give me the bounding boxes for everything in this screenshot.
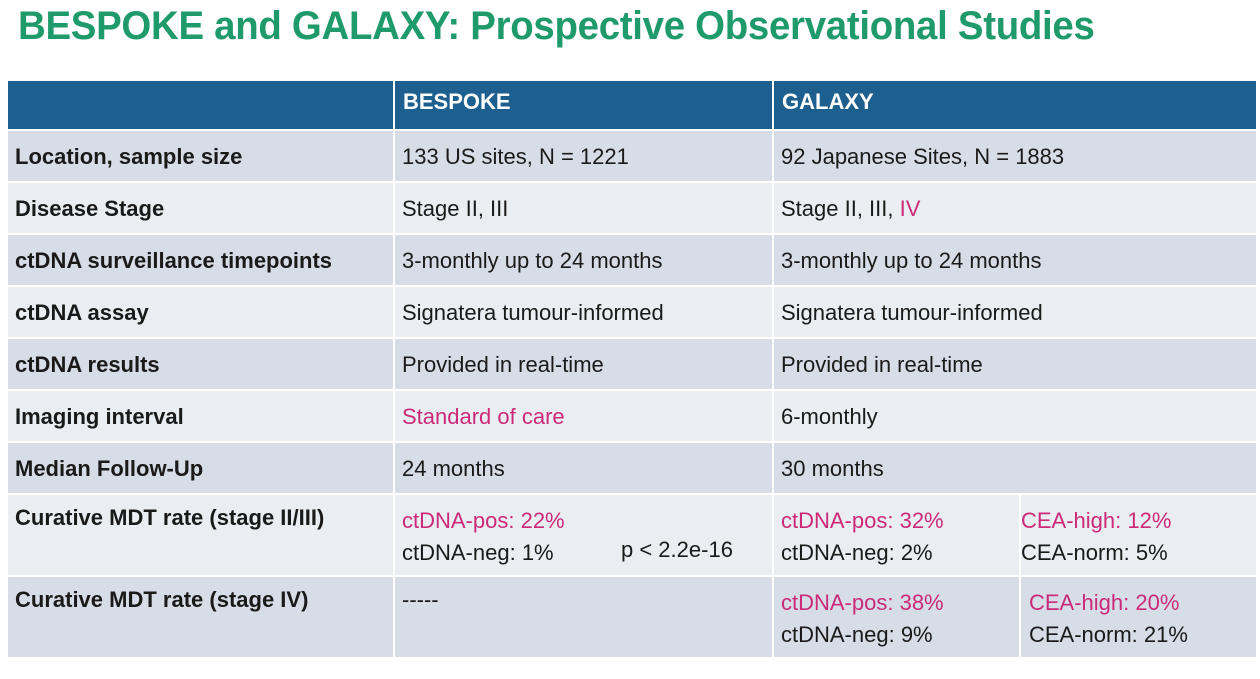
- table-row: Curative MDT rate (stage II/III) ctDNA-p…: [6, 493, 1258, 577]
- bespoke-mdt-values: ctDNA-pos: 22% ctDNA-neg: 1%: [395, 495, 772, 569]
- bespoke-value: Standard of care: [402, 404, 565, 429]
- table-row: ctDNA assay Signatera tumour-informed Si…: [6, 285, 1258, 339]
- galaxy-cea-values: CEA-high: 20% CEA-norm: 21%: [1021, 577, 1256, 651]
- bespoke-value: Signatera tumour-informed: [402, 300, 664, 325]
- slide-title: BESPOKE and GALAXY: Prospective Observat…: [18, 4, 1095, 48]
- galaxy-cea-high: CEA-high: 12%: [1021, 508, 1172, 533]
- table-row: Curative MDT rate (stage IV) ----- ctDNA…: [6, 575, 1258, 659]
- bespoke-ctdna-neg: ctDNA-neg: 1%: [402, 540, 554, 565]
- galaxy-value: 6-monthly: [781, 404, 878, 429]
- row-label: Median Follow-Up: [15, 456, 204, 481]
- bespoke-value: 24 months: [402, 456, 505, 481]
- bespoke-value: 3-monthly up to 24 months: [402, 248, 663, 273]
- galaxy-ctdna-pos: ctDNA-pos: 32%: [781, 508, 944, 533]
- galaxy-value: Provided in real-time: [781, 352, 983, 377]
- header-galaxy: GALAXY: [772, 79, 1258, 131]
- bespoke-value: Stage II, III: [402, 196, 509, 221]
- row-label: Curative MDT rate (stage II/III): [15, 505, 325, 530]
- table-row: Disease Stage Stage II, III Stage II, II…: [6, 181, 1258, 235]
- galaxy-value: 3-monthly up to 24 months: [781, 248, 1042, 273]
- galaxy-value: Signatera tumour-informed: [781, 300, 1043, 325]
- row-label: Imaging interval: [15, 404, 184, 429]
- galaxy-value: 30 months: [781, 456, 884, 481]
- row-label: Disease Stage: [15, 196, 165, 221]
- bespoke-ctdna-pos: ctDNA-pos: 22%: [402, 508, 565, 533]
- table-header-row: BESPOKE GALAXY: [6, 79, 1258, 131]
- table-row: ctDNA surveillance timepoints 3-monthly …: [6, 233, 1258, 287]
- galaxy-ctdna-pos: ctDNA-pos: 38%: [781, 590, 944, 615]
- bespoke-value: 133 US sites, N = 1221: [402, 144, 629, 169]
- p-value: p < 2.2e-16: [621, 537, 733, 562]
- row-label: ctDNA results: [15, 352, 160, 377]
- galaxy-ctdna-neg: ctDNA-neg: 9%: [781, 622, 933, 647]
- galaxy-ctdna-values: ctDNA-pos: 38% ctDNA-neg: 9%: [774, 577, 1019, 651]
- galaxy-cea-norm: CEA-norm: 5%: [1021, 540, 1168, 565]
- table-row: Imaging interval Standard of care 6-mont…: [6, 389, 1258, 443]
- bespoke-value: -----: [402, 587, 439, 612]
- galaxy-cea-high: CEA-high: 20%: [1029, 590, 1180, 615]
- row-label: Location, sample size: [15, 144, 243, 169]
- galaxy-value: Stage II, III, IV: [781, 196, 921, 221]
- table-row: Location, sample size 133 US sites, N = …: [6, 129, 1258, 183]
- header-bespoke: BESPOKE: [393, 79, 774, 131]
- bespoke-value: Provided in real-time: [402, 352, 604, 377]
- galaxy-value: 92 Japanese Sites, N = 1883: [781, 144, 1065, 169]
- stage-iv-highlight: IV: [899, 196, 921, 221]
- comparison-table: BESPOKE GALAXY Location, sample size 133…: [6, 79, 1258, 659]
- galaxy-cea-values: CEA-high: 12% CEA-norm: 5%: [1021, 495, 1256, 569]
- row-label: ctDNA assay: [15, 300, 149, 325]
- header-empty-cell: [6, 79, 395, 131]
- table-row: ctDNA results Provided in real-time Prov…: [6, 337, 1258, 391]
- row-label: ctDNA surveillance timepoints: [15, 248, 333, 273]
- table-row: Median Follow-Up 24 months 30 months: [6, 441, 1258, 495]
- row-label: Curative MDT rate (stage IV): [15, 587, 309, 612]
- galaxy-cea-norm: CEA-norm: 21%: [1029, 622, 1188, 647]
- galaxy-ctdna-neg: ctDNA-neg: 2%: [781, 540, 933, 565]
- galaxy-ctdna-values: ctDNA-pos: 32% ctDNA-neg: 2%: [774, 495, 1019, 569]
